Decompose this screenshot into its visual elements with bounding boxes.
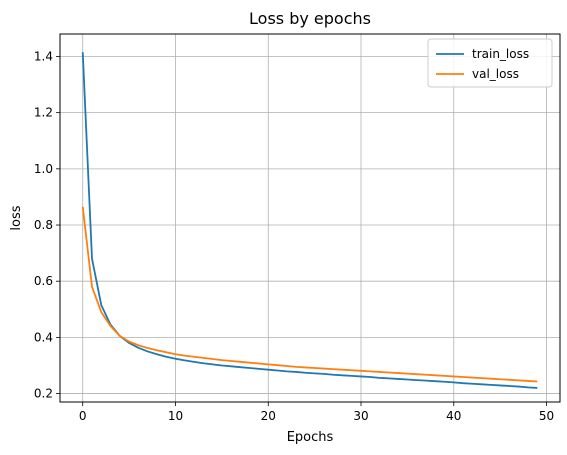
y-tick-label: 1.2	[34, 106, 53, 120]
x-axis-label: Epochs	[287, 430, 334, 445]
x-tick-label: 30	[353, 409, 368, 423]
y-tick-label: 0.4	[34, 330, 53, 344]
legend-box	[427, 38, 553, 88]
y-tick-label: 0.2	[34, 387, 53, 401]
series-line-train-loss	[81, 52, 538, 389]
x-tick-label: 50	[539, 409, 554, 423]
y-tick-label: 1.0	[34, 162, 53, 176]
x-tick-label: 40	[446, 409, 461, 423]
series-group	[81, 52, 538, 389]
grid-lines	[60, 34, 560, 402]
x-tick-label: 0	[79, 409, 87, 423]
y-tick-label: 0.8	[34, 218, 53, 232]
y-tick-label: 1.4	[34, 49, 53, 63]
legend: train_loss val_loss	[427, 38, 553, 88]
chart-title: Loss by epochs	[249, 9, 371, 28]
legend-label-train-loss: train_loss	[472, 47, 529, 61]
y-axis-label: loss	[9, 205, 24, 230]
legend-label-val-loss: val_loss	[472, 67, 519, 81]
plot-area-frame	[59, 33, 561, 403]
y-axis-ticks: 0.2 0.4 0.6 0.8 1.0 1.2 1.4	[34, 49, 60, 401]
x-axis-ticks: 0 10 20 30 40 50	[79, 402, 554, 423]
series-line-val-loss	[81, 206, 538, 383]
x-tick-label: 20	[261, 409, 276, 423]
x-tick-label: 10	[168, 409, 183, 423]
y-tick-label: 0.6	[34, 274, 53, 288]
